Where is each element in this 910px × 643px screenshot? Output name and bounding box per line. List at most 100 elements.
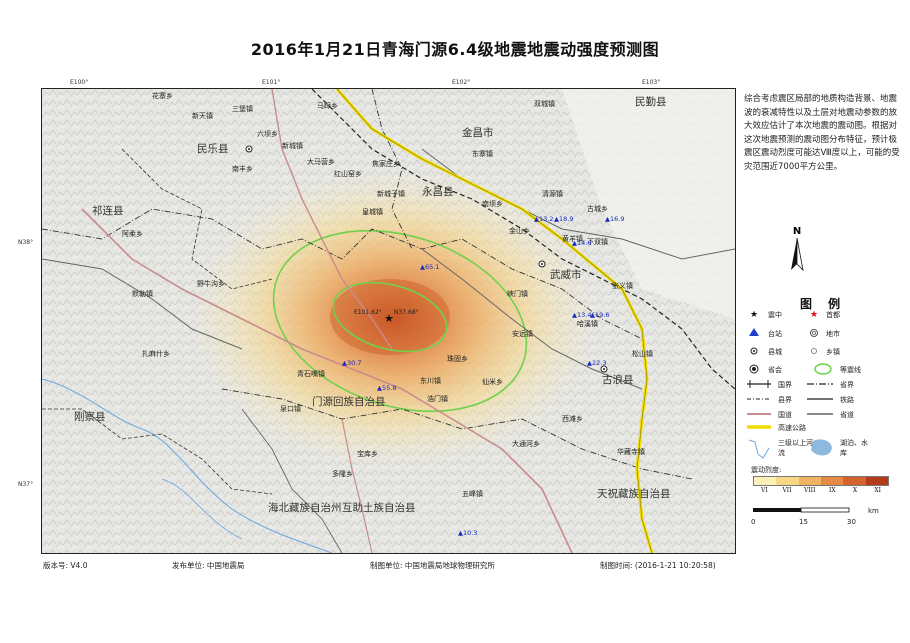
footer-publisher: 发布单位: 中国地震局 — [172, 561, 245, 570]
station-marker[interactable]: ▲55.8 — [377, 384, 397, 392]
isoseismal-inner — [332, 281, 448, 353]
intensity-class-label: X — [852, 487, 858, 494]
coord-e100: E100° — [70, 79, 89, 86]
town-label: 大通河乡 — [512, 440, 540, 448]
town-label: 清源镇 — [542, 190, 563, 198]
town-label: 古城乡 — [587, 205, 608, 213]
intensity-class-label: IX — [829, 487, 836, 494]
county-label: 民勤县 — [635, 96, 667, 108]
town-label: 新天镇 — [192, 112, 213, 120]
county-label: 祁连县 — [92, 205, 124, 217]
expressway-edge — [336, 89, 653, 553]
station-value: 18.9 — [559, 215, 574, 223]
town-label: 南坝乡 — [482, 200, 503, 208]
town-label: 五峰镇 — [462, 490, 483, 498]
station-value: 30.7 — [347, 359, 362, 367]
epicenter-lon: E101.62° — [354, 309, 382, 316]
county-border-4 — [121, 148, 273, 290]
footer-maker: 制图单位: 中国地震局地球物理研究所 — [370, 561, 495, 570]
legend-label: 铁路 — [840, 396, 854, 404]
station-value: 16.9 — [610, 215, 625, 223]
station-marker[interactable]: ▲65.1 — [420, 263, 440, 271]
town-label: 大马营乡 — [307, 158, 335, 166]
station-marker[interactable]: ▲14.6 — [572, 239, 592, 247]
station-marker[interactable]: ▲22.3 — [587, 359, 607, 367]
intensity-core — [330, 279, 450, 355]
town-label: 宝库乡 — [357, 450, 378, 458]
station-marker[interactable]: ▲19.6 — [590, 311, 610, 319]
town-label: 野牛沟乡 — [197, 280, 225, 288]
station-value: 13.2 — [539, 215, 554, 223]
epicenter-lat: N37.68° — [394, 309, 419, 316]
prefecture-icon — [810, 329, 818, 337]
legend-symbols: ★ ★ — [747, 310, 833, 459]
town-label: 仙米乡 — [482, 378, 503, 386]
coord-n37: N37° — [18, 481, 34, 488]
footer-version: 版本号: V4.0 — [43, 561, 88, 570]
intensity-class-label: VIII — [803, 487, 816, 494]
intensity-label: 震动烈度: — [751, 466, 782, 474]
county-border-1 — [42, 208, 643, 340]
station-marker[interactable]: ▲13.4 — [572, 311, 592, 319]
river-icon — [748, 439, 770, 459]
station-marker[interactable]: ▲10.3 — [458, 529, 478, 537]
national-road-3 — [341, 418, 373, 553]
county-border-5 — [42, 408, 273, 495]
station-value: 13.4 — [577, 311, 592, 319]
epicenter-icon: ★ — [750, 310, 758, 320]
isoseismal-outer — [272, 229, 528, 413]
town-label: 安远镇 — [512, 330, 533, 338]
map-panel[interactable]: ★ 民乐县 永昌县 祁连县 武威市 古浪县 门源回族自治县 刚察县 海北藏族自治… — [41, 88, 736, 554]
town-label: 新城镇 — [282, 142, 303, 150]
intensity-colorbar — [753, 476, 889, 486]
station-value: 55.8 — [382, 384, 397, 392]
town-label: 华藏寺镇 — [617, 448, 645, 456]
station-marker[interactable]: ▲16.9 — [605, 215, 625, 223]
epicenter-icon[interactable]: ★ — [384, 312, 394, 325]
town-label: 张义镇 — [612, 282, 633, 290]
river-2 — [161, 478, 243, 540]
desert-area — [562, 89, 735, 319]
coord-n38: N38° — [18, 239, 34, 246]
town-label: 三堡镇 — [232, 105, 253, 113]
station-value: 65.1 — [425, 263, 440, 271]
county-label: 武威市 — [550, 269, 582, 281]
county-label: 民乐县 — [197, 143, 229, 155]
map-title: 2016年1月21日青海门源6.4级地震地震动强度预测图 — [250, 40, 660, 59]
lake-icon — [811, 439, 832, 456]
town-label: 红山窑乡 — [334, 170, 362, 178]
town-label: 焦家庄乡 — [372, 160, 400, 168]
county-border-3 — [371, 89, 413, 250]
town-label: 马蹄乡 — [317, 102, 338, 110]
town-label: 六坝乡 — [257, 130, 278, 138]
town-label: 松山镇 — [632, 350, 653, 358]
county-label: 互助土族自治县 — [342, 502, 416, 514]
national-road-1 — [81, 208, 573, 553]
north-arrow: N — [782, 224, 812, 280]
isoseismal-icon — [814, 363, 832, 375]
river-1 — [42, 378, 333, 553]
legend-label: 国界 — [778, 381, 792, 389]
station-marker[interactable]: ▲18.9 — [554, 215, 574, 223]
county-label: 古浪县 — [602, 374, 634, 386]
town-label: 泉口镇 — [280, 405, 301, 413]
station-marker[interactable]: ▲13.2 — [534, 215, 554, 223]
coord-e102: E102° — [452, 79, 471, 86]
town-label: 西滩乡 — [562, 415, 583, 423]
legend-label: 湖泊、水库 — [840, 439, 868, 457]
intensity-ticks: VI VII VIII IX X XI — [753, 487, 889, 494]
town-label: 阿柔乡 — [122, 230, 143, 238]
station-marker[interactable]: ▲30.7 — [342, 359, 362, 367]
legend-label: 三级以上河流 — [778, 439, 813, 457]
town-label: 珠固乡 — [447, 355, 468, 363]
town-label: 皇城镇 — [362, 208, 383, 216]
legend-label: 国道 — [778, 411, 792, 419]
town-label: 双城镇 — [534, 100, 555, 108]
intensity-swatch — [865, 477, 888, 485]
capital-icon: ★ — [810, 310, 818, 320]
town-label: 东川镇 — [420, 377, 441, 385]
compass-icon: N — [791, 226, 804, 272]
town-label: 黄羊镇 — [562, 235, 583, 243]
county-border-2 — [221, 388, 693, 480]
town-label: 东寨镇 — [472, 150, 493, 158]
